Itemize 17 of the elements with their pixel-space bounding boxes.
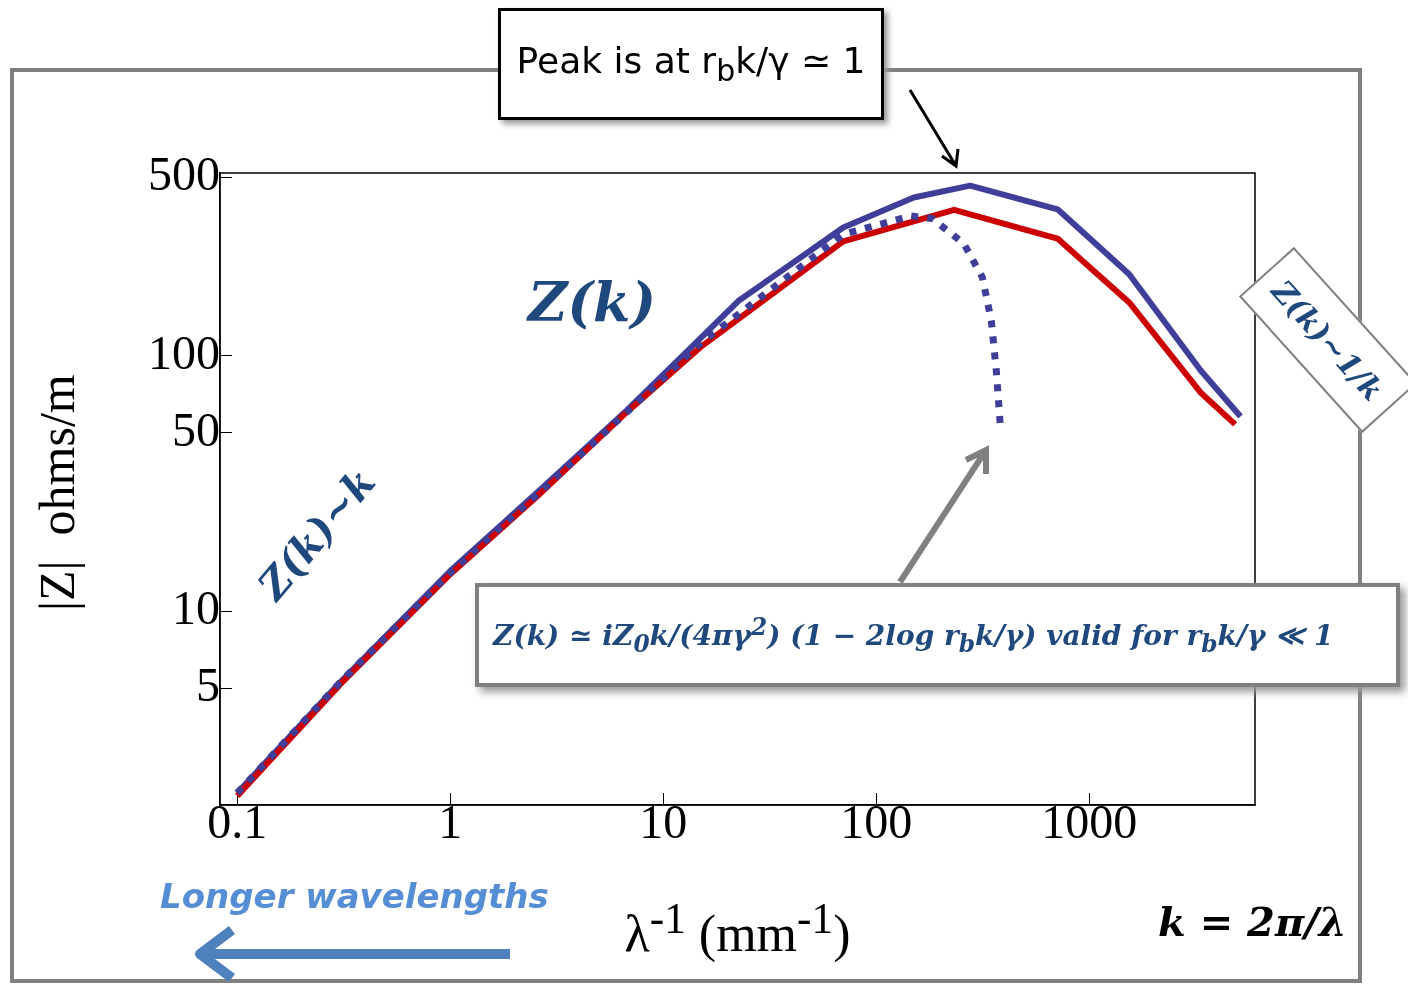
annotation: Z(k) [528,270,656,334]
text: Longer wavelengths [160,876,549,916]
callout-box: Peak is at r$_{b}$k/γ ≃ 1 [498,8,884,120]
x-tick-label: 10 [639,795,688,849]
y-tick-label: 10 [172,581,220,635]
y-tick-label: 500 [148,146,220,200]
text: k = 2π/λ [1158,898,1347,945]
callout-box: Z(k) ≃ iZ$_{0}$k/(4πγ$^{2}$) (1 − 2log r$_{b}$k/γ) valid for r$_{b}$k/γ ≪ 1 [475,583,1400,687]
y-tick-label: 50 [172,402,220,456]
x-tick-label: 0.1 [207,795,268,849]
x-tick-label: 1000 [1041,795,1138,849]
x-tick-label: 100 [840,795,913,849]
y-tick-label: 5 [196,658,220,712]
x-axis-title: λ$^{-1}$ (mm$^{-1}$) [624,894,851,963]
x-tick-label: 1 [438,795,463,849]
y-tick-label: 100 [148,325,220,379]
y-axis-title: |Z| ohms/m [28,373,86,614]
